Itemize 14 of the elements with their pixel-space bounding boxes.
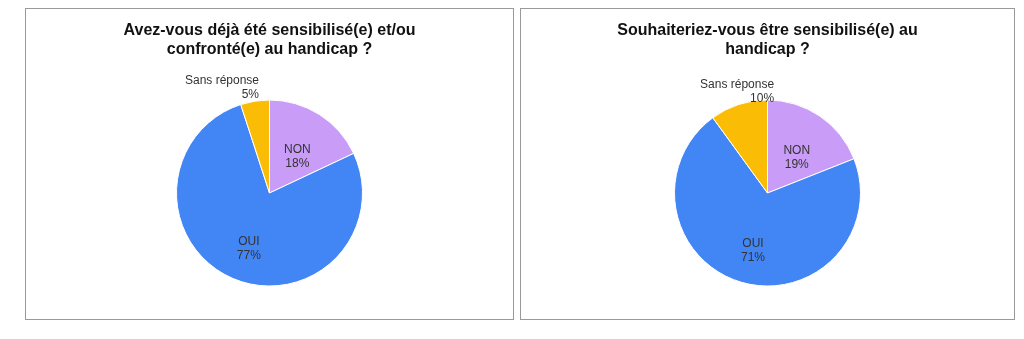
- data-label: 19%: [784, 156, 810, 171]
- chart-title: Avez-vous déjà été sensibilisé(e) et/ou confronté(e) au handicap ?: [123, 21, 416, 57]
- data-label: 71%: [740, 249, 766, 264]
- slice-label: Sans réponse: [184, 73, 260, 88]
- chart-title: Souhaiteriez-vous être sensibilisé(e) au handicap ?: [617, 21, 918, 57]
- slice-label: OUI: [742, 235, 764, 250]
- data-label: 5%: [241, 87, 260, 102]
- slice-label: OUI: [238, 233, 260, 248]
- data-label: 77%: [236, 247, 262, 262]
- slice-label: Sans réponse: [700, 77, 775, 92]
- slice-label: NON: [783, 142, 811, 157]
- data-label: 18%: [285, 156, 310, 171]
- slice-label: NON: [284, 142, 311, 157]
- data-label: 10%: [750, 91, 775, 106]
